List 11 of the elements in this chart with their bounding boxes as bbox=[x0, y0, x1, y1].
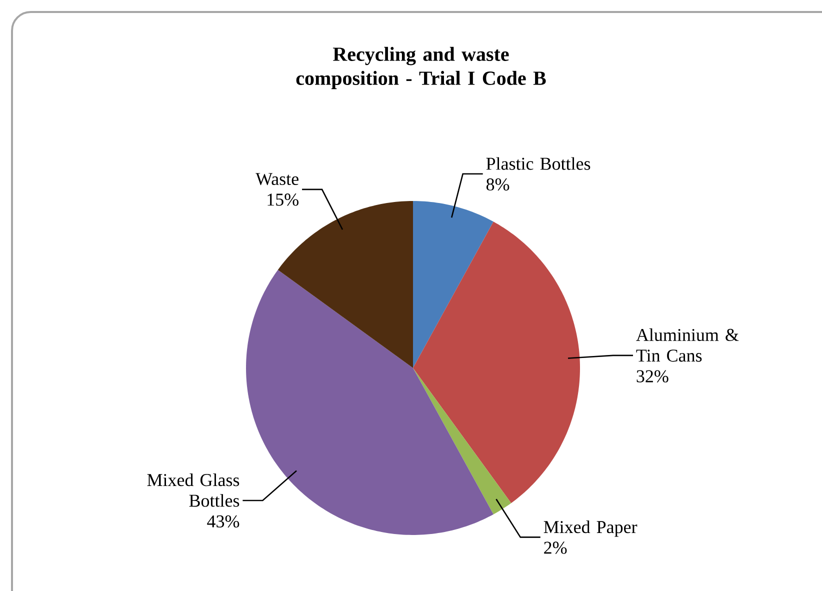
slice-label: Waste bbox=[256, 173, 298, 186]
data-label: 2% bbox=[544, 542, 567, 554]
slice-label: Mixed Glass Bottles bbox=[147, 473, 240, 507]
data-label: 8% bbox=[486, 178, 510, 191]
slice-label: Mixed Paper bbox=[544, 520, 638, 537]
data-label: 32% bbox=[636, 370, 668, 382]
data-label: 43% bbox=[207, 515, 240, 528]
chart-title: Recycling and waste composition - Trial I Code B bbox=[296, 46, 546, 90]
slice-label: Plastic Bottles bbox=[486, 157, 590, 170]
data-label: 15% bbox=[268, 194, 298, 206]
slice-label: Aluminium & Tin Cans bbox=[636, 328, 739, 362]
